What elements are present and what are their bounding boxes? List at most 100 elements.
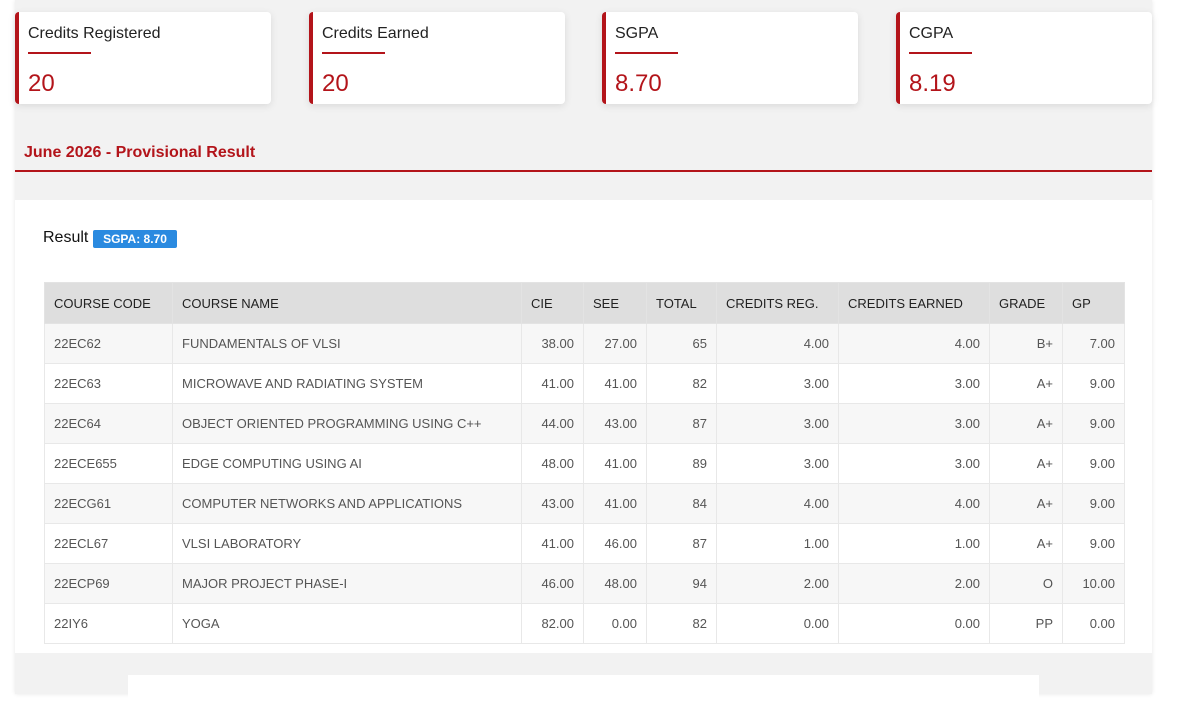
card-underline: [909, 52, 972, 54]
cell-see: 43.00: [583, 403, 647, 444]
section-title: June 2026 - Provisional Result: [24, 144, 256, 161]
sgpa-card: SGPA 8.70: [602, 12, 858, 104]
cell-course-code: 22ECP69: [44, 563, 173, 604]
table-row: 22EC62 FUNDAMENTALS OF VLSI 38.00 27.00 …: [44, 323, 1125, 364]
cell-course-name: MAJOR PROJECT PHASE-I: [172, 563, 522, 604]
cell-total: 89: [646, 443, 717, 484]
header-cie: CIE: [521, 282, 584, 324]
cgpa-card: CGPA 8.19: [896, 12, 1152, 104]
cell-gp: 9.00: [1062, 403, 1125, 444]
cell-see: 0.00: [583, 603, 647, 644]
cell-course-code: 22ECG61: [44, 483, 173, 524]
cell-credits-reg: 4.00: [716, 483, 839, 524]
cell-cie: 82.00: [521, 603, 584, 644]
table-row: 22EC63 MICROWAVE AND RADIATING SYSTEM 41…: [44, 363, 1125, 404]
result-label: Result: [43, 229, 89, 246]
cell-cie: 46.00: [521, 563, 584, 604]
cell-course-name: YOGA: [172, 603, 522, 644]
cell-credits-earned: 4.00: [838, 483, 990, 524]
cell-course-name: MICROWAVE AND RADIATING SYSTEM: [172, 363, 522, 404]
cell-total: 87: [646, 403, 717, 444]
cell-gp: 9.00: [1062, 363, 1125, 404]
card-underline: [322, 52, 385, 54]
cell-credits-reg: 2.00: [716, 563, 839, 604]
cell-total: 82: [646, 603, 717, 644]
cell-cie: 41.00: [521, 363, 584, 404]
cell-course-name: FUNDAMENTALS OF VLSI: [172, 323, 522, 364]
card-value: 8.19: [909, 70, 956, 97]
cell-course-code: 22ECE655: [44, 443, 173, 484]
next-section-box: [128, 675, 1039, 705]
credits-registered-card: Credits Registered 20: [15, 12, 271, 104]
cell-credits-earned: 2.00: [838, 563, 990, 604]
card-value: 8.70: [615, 70, 662, 97]
header-gp: GP: [1062, 282, 1125, 324]
header-credits-earned: CREDITS EARNED: [838, 282, 990, 324]
cell-cie: 41.00: [521, 523, 584, 564]
cell-gp: 9.00: [1062, 523, 1125, 564]
cell-cie: 44.00: [521, 403, 584, 444]
header-credits-reg: CREDITS REG.: [716, 282, 839, 324]
cell-credits-earned: 3.00: [838, 403, 990, 444]
cell-credits-reg: 3.00: [716, 443, 839, 484]
cell-cie: 48.00: [521, 443, 584, 484]
cell-credits-reg: 4.00: [716, 323, 839, 364]
card-label: Credits Registered: [28, 25, 161, 42]
cell-gp: 7.00: [1062, 323, 1125, 364]
cell-see: 41.00: [583, 443, 647, 484]
cell-course-name: EDGE COMPUTING USING AI: [172, 443, 522, 484]
cell-total: 82: [646, 363, 717, 404]
cell-course-code: 22IY6: [44, 603, 173, 644]
result-container: Result SGPA: 8.70 COURSE CODE COURSE NAM…: [15, 200, 1152, 653]
header-course-name: COURSE NAME: [172, 282, 522, 324]
cell-course-code: 22EC62: [44, 323, 173, 364]
card-underline: [28, 52, 91, 54]
cell-total: 87: [646, 523, 717, 564]
cell-grade: O: [989, 563, 1063, 604]
cell-credits-earned: 0.00: [838, 603, 990, 644]
cell-cie: 43.00: [521, 483, 584, 524]
cell-credits-earned: 4.00: [838, 323, 990, 364]
cell-credits-reg: 3.00: [716, 403, 839, 444]
cell-gp: 0.00: [1062, 603, 1125, 644]
cell-see: 48.00: [583, 563, 647, 604]
cell-grade: B+: [989, 323, 1063, 364]
cell-course-name: OBJECT ORIENTED PROGRAMMING USING C++: [172, 403, 522, 444]
cell-gp: 10.00: [1062, 563, 1125, 604]
table-row: 22EC64 OBJECT ORIENTED PROGRAMMING USING…: [44, 403, 1125, 444]
cell-course-name: VLSI LABORATORY: [172, 523, 522, 564]
header-total: TOTAL: [646, 282, 717, 324]
cell-credits-earned: 3.00: [838, 443, 990, 484]
table-row: 22ECL67 VLSI LABORATORY 41.00 46.00 87 1…: [44, 523, 1125, 564]
cell-grade: A+: [989, 483, 1063, 524]
cell-see: 27.00: [583, 323, 647, 364]
cell-total: 94: [646, 563, 717, 604]
section-divider: [15, 170, 1152, 172]
cell-grade: A+: [989, 403, 1063, 444]
result-table: COURSE CODE COURSE NAME CIE SEE TOTAL CR…: [44, 282, 1125, 644]
header-grade: GRADE: [989, 282, 1063, 324]
cell-course-code: 22EC64: [44, 403, 173, 444]
cell-see: 46.00: [583, 523, 647, 564]
card-label: CGPA: [909, 25, 954, 42]
cell-credits-earned: 3.00: [838, 363, 990, 404]
cell-gp: 9.00: [1062, 443, 1125, 484]
cell-course-name: COMPUTER NETWORKS AND APPLICATIONS: [172, 483, 522, 524]
card-label: SGPA: [615, 25, 659, 42]
table-row: 22ECE655 EDGE COMPUTING USING AI 48.00 4…: [44, 443, 1125, 484]
card-label: Credits Earned: [322, 25, 429, 42]
table-header-row: COURSE CODE COURSE NAME CIE SEE TOTAL CR…: [44, 282, 1125, 324]
card-underline: [615, 52, 678, 54]
table-row: 22IY6 YOGA 82.00 0.00 82 0.00 0.00 PP 0.…: [44, 603, 1125, 644]
header-course-code: COURSE CODE: [44, 282, 173, 324]
cell-total: 84: [646, 483, 717, 524]
cell-credits-earned: 1.00: [838, 523, 990, 564]
cell-course-code: 22EC63: [44, 363, 173, 404]
cell-grade: A+: [989, 443, 1063, 484]
sgpa-badge: SGPA: 8.70: [93, 230, 177, 248]
cell-gp: 9.00: [1062, 483, 1125, 524]
cell-credits-reg: 3.00: [716, 363, 839, 404]
header-see: SEE: [583, 282, 647, 324]
cell-cie: 38.00: [521, 323, 584, 364]
cell-credits-reg: 1.00: [716, 523, 839, 564]
